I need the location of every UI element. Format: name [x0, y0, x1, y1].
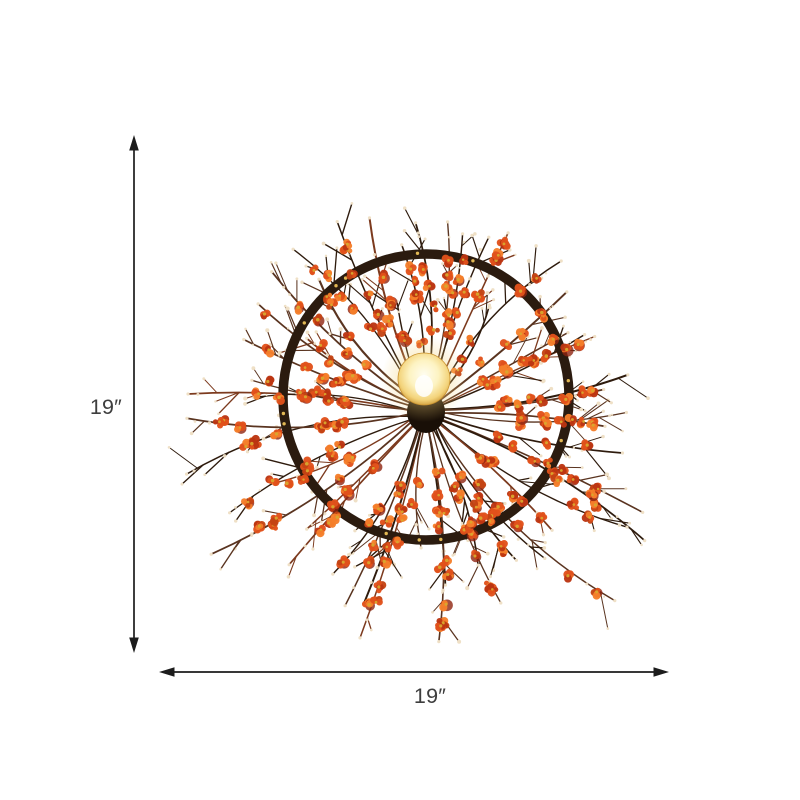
- chandelier-fixture: [167, 202, 650, 644]
- height-dimension-label: 19″: [89, 395, 122, 419]
- width-dimension-label: 19″: [413, 684, 447, 708]
- height-dimension-arrow-down-icon: [129, 637, 139, 653]
- width-dimension-arrow-right-icon: [653, 667, 669, 677]
- width-dimension: [159, 667, 669, 677]
- height-dimension-arrow-up-icon: [129, 135, 139, 151]
- flowers-layer: [212, 236, 603, 633]
- width-dimension-arrow-left-icon: [159, 667, 175, 677]
- bulb-layer: [381, 336, 467, 422]
- height-dimension: [129, 135, 139, 653]
